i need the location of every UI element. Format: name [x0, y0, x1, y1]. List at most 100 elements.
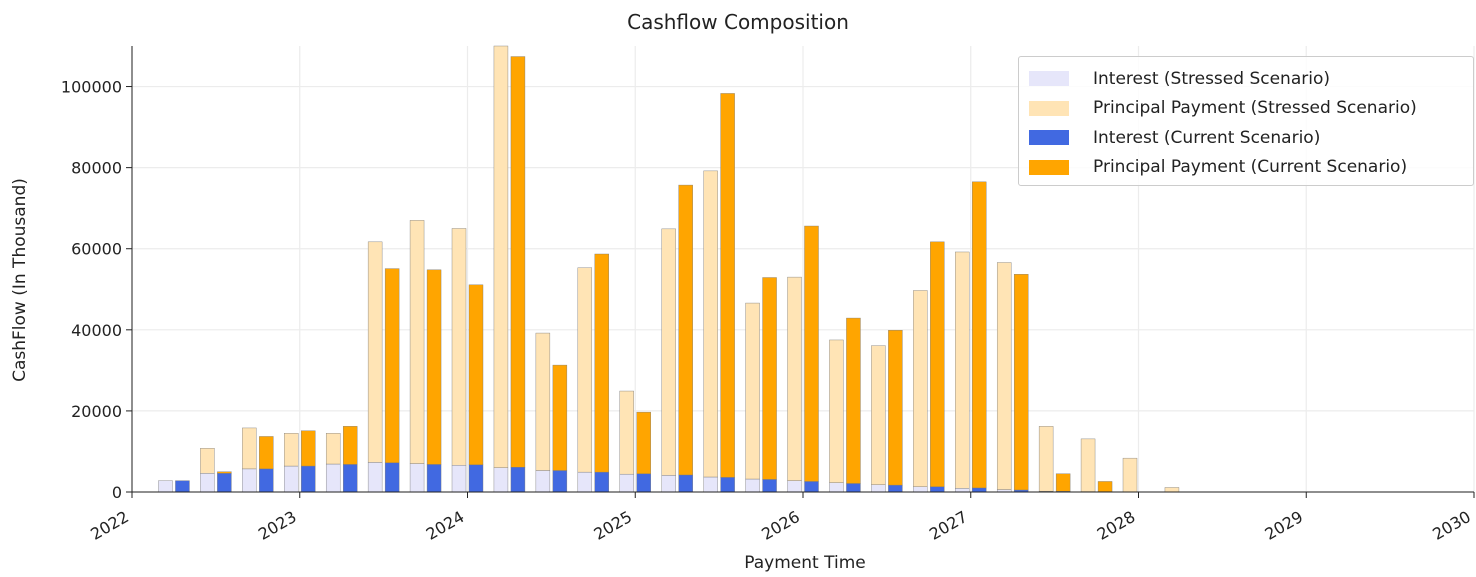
bar-principal-stressed — [367, 241, 383, 463]
bar-principal-current — [552, 364, 568, 471]
legend-label: Principal Payment (Current Scenario) — [1093, 157, 1408, 178]
legend-item-principal-current: Principal Payment (Current Scenario) — [1029, 153, 1463, 183]
bar-principal-stressed — [242, 427, 257, 470]
bar-interest-stressed — [284, 465, 299, 493]
legend: Interest (Stressed Scenario) Principal P… — [1018, 56, 1474, 186]
legend-item-principal-stressed: Principal Payment (Stressed Scenario) — [1029, 94, 1463, 124]
bar-interest-current — [678, 474, 693, 493]
bar-interest-stressed — [829, 482, 844, 493]
legend-label: Interest (Stressed Scenario) — [1093, 68, 1330, 89]
legend-label: Interest (Current Scenario) — [1093, 127, 1321, 148]
bar-interest-stressed — [325, 463, 341, 493]
bar-interest-stressed — [200, 473, 215, 493]
bar-interest-current — [552, 470, 568, 493]
bar-interest-stressed — [913, 486, 928, 493]
bar-principal-current — [468, 284, 484, 466]
bar-principal-current — [636, 411, 651, 474]
bar-interest-current — [972, 487, 987, 493]
bar-principal-stressed — [493, 45, 509, 468]
bar-principal-stressed — [996, 262, 1012, 490]
x-tick-label: 2024 — [423, 507, 468, 544]
bar-interest-stressed — [367, 462, 383, 493]
bar-principal-stressed — [325, 433, 341, 465]
bar-interest-stressed — [493, 467, 509, 493]
x-axis-label: Payment Time — [744, 553, 866, 573]
x-tick-label: 2029 — [1261, 507, 1306, 544]
x-tick-label: 2027 — [926, 507, 971, 544]
bar-principal-current — [342, 426, 358, 465]
bar-principal-current — [972, 181, 987, 489]
bar-principal-current — [930, 241, 945, 487]
x-tick-label: 2026 — [758, 507, 803, 544]
bar-interest-current — [594, 471, 610, 493]
bar-principal-stressed — [787, 276, 802, 481]
bar-interest-current — [259, 468, 274, 493]
legend-item-interest-current: Interest (Current Scenario) — [1029, 123, 1463, 153]
bar-interest-current — [720, 477, 735, 493]
bar-interest-stressed — [158, 480, 173, 493]
bar-principal-current — [888, 330, 903, 486]
y-tick-label: 80000 — [71, 159, 122, 178]
bar-principal-stressed — [1122, 457, 1138, 492]
x-tick-label: 2022 — [87, 507, 132, 544]
bar-principal-stressed — [1080, 438, 1096, 492]
y-tick-label: 40000 — [71, 321, 122, 340]
x-tick-label: 2028 — [1094, 507, 1139, 544]
bar-interest-current — [384, 462, 400, 493]
bar-interest-stressed — [745, 478, 760, 493]
bar-interest-stressed — [955, 488, 970, 493]
bar-principal-current — [804, 225, 819, 482]
legend-swatch — [1029, 130, 1069, 146]
legend-swatch — [1029, 71, 1069, 87]
bar-interest-current — [888, 484, 903, 493]
bar-interest-stressed — [661, 475, 676, 493]
bar-principal-stressed — [703, 170, 718, 478]
bar-principal-stressed — [409, 220, 425, 464]
bar-principal-stressed — [661, 228, 676, 476]
bar-interest-current — [762, 479, 777, 493]
bar-principal-stressed — [200, 448, 215, 474]
y-axis-label: CashFlow (In Thousand) — [10, 178, 30, 382]
bar-interest-stressed — [577, 471, 593, 493]
bar-principal-current — [1097, 481, 1113, 492]
bar-principal-stressed — [577, 267, 593, 473]
bar-principal-stressed — [1164, 487, 1180, 493]
bar-principal-current — [259, 436, 274, 470]
bar-principal-stressed — [955, 251, 970, 489]
bar-principal-stressed — [1038, 426, 1054, 492]
y-tick-label: 60000 — [71, 240, 122, 259]
bar-principal-stressed — [871, 345, 886, 485]
bar-interest-stressed — [535, 470, 551, 493]
legend-swatch — [1029, 100, 1069, 116]
bar-interest-stressed — [409, 463, 425, 493]
bar-principal-current — [217, 471, 232, 474]
bar-interest-current — [301, 465, 316, 493]
bar-interest-stressed — [619, 473, 634, 493]
bar-interest-current — [846, 483, 861, 493]
bar-interest-current — [804, 481, 819, 493]
legend-label: Principal Payment (Stressed Scenario) — [1093, 98, 1417, 119]
bar-principal-current — [384, 268, 400, 464]
bar-principal-current — [426, 269, 442, 465]
bar-interest-stressed — [871, 484, 886, 493]
bar-principal-current — [762, 277, 777, 480]
bar-principal-current — [594, 253, 610, 473]
bar-interest-current — [217, 473, 232, 493]
bar-principal-stressed — [829, 339, 844, 483]
chart-title: Cashflow Composition — [627, 10, 849, 34]
bar-interest-current — [426, 464, 442, 493]
bar-interest-stressed — [451, 465, 467, 493]
y-tick-label: 0 — [112, 483, 122, 502]
bar-principal-stressed — [535, 332, 551, 471]
bar-interest-stressed — [787, 480, 802, 493]
x-tick-label: 2025 — [590, 507, 635, 544]
bar-principal-stressed — [619, 390, 634, 475]
bar-principal-current — [846, 317, 861, 484]
bar-principal-current — [1013, 274, 1029, 491]
bar-principal-current — [510, 56, 526, 468]
bar-interest-stressed — [242, 468, 257, 493]
bar-principal-current — [678, 184, 693, 476]
y-tick-label: 20000 — [71, 402, 122, 421]
legend-item-interest-stressed: Interest (Stressed Scenario) — [1029, 64, 1463, 94]
